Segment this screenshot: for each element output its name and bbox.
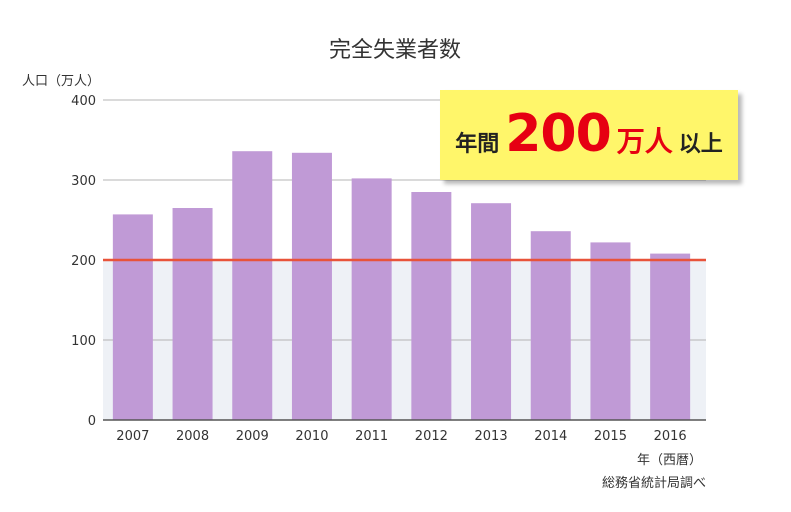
x-tick-label: 2013 bbox=[475, 429, 508, 444]
bar-2007 bbox=[112, 214, 153, 420]
bar-2011 bbox=[351, 178, 392, 420]
bar-2012 bbox=[411, 192, 452, 420]
x-tick-label: 2010 bbox=[295, 429, 328, 444]
x-tick-label: 2015 bbox=[594, 429, 627, 444]
bar-2010 bbox=[291, 152, 332, 421]
x-tick-label: 2008 bbox=[176, 429, 209, 444]
callout-prefix: 年間 bbox=[455, 132, 500, 157]
x-tick-label: 2011 bbox=[355, 429, 388, 444]
x-tick-label: 2007 bbox=[116, 429, 149, 444]
x-tick-label: 2014 bbox=[534, 429, 567, 444]
callout-box: 年間 200 万人 以上 bbox=[440, 90, 738, 180]
x-tick-label: 2009 bbox=[236, 429, 269, 444]
callout-suffix: 以上 bbox=[678, 132, 723, 157]
chart-title: 完全失業者数 bbox=[329, 38, 461, 63]
bar-2009 bbox=[232, 151, 273, 420]
y-tick-label: 300 bbox=[71, 174, 96, 189]
y-tick-label: 400 bbox=[71, 94, 96, 109]
callout-unit: 万人 bbox=[616, 125, 673, 158]
y-tick-label: 0 bbox=[88, 414, 96, 429]
bar-2015 bbox=[590, 242, 631, 420]
bar-2014 bbox=[530, 231, 571, 420]
source-note: 総務省統計局調べ bbox=[602, 475, 706, 491]
x-tick-label: 2012 bbox=[415, 429, 448, 444]
bar-2016 bbox=[650, 253, 691, 420]
y-axis-label: 人口（万人） bbox=[22, 74, 100, 89]
y-tick-label: 100 bbox=[71, 334, 96, 349]
x-axis-label: 年（西暦） bbox=[637, 453, 702, 468]
bars bbox=[112, 151, 691, 421]
callout-number: 200 bbox=[505, 104, 612, 164]
x-tick-label: 2016 bbox=[654, 429, 687, 444]
bar-2013 bbox=[471, 203, 512, 420]
y-tick-labels: 0 100 200 300 400 bbox=[71, 94, 96, 429]
bar-2008 bbox=[172, 208, 213, 420]
y-tick-label: 200 bbox=[71, 254, 96, 269]
x-tick-labels: 2007 2008 2009 2010 2011 2012 2013 2014 2015 2016 bbox=[116, 429, 686, 444]
